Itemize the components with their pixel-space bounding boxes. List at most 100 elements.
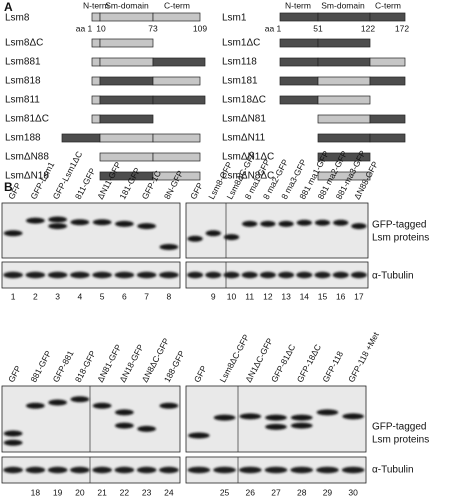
construct-name: Lsm8ΔC [5, 38, 43, 49]
tubulin-band [332, 271, 349, 279]
domain-segment [91, 114, 101, 124]
protein-band [296, 219, 312, 226]
tubulin-band [92, 466, 112, 474]
construct-name: Lsm18ΔC [222, 95, 266, 106]
protein-band [314, 219, 331, 226]
blot-membrane [1, 202, 181, 259]
residue-position: aa 1 [76, 23, 93, 33]
domain-segment [91, 12, 101, 22]
side-label: GFP-tagged [372, 220, 426, 231]
tubulin-band [136, 466, 157, 474]
tubulin-band [25, 271, 46, 279]
construct-name: LsmΔN18 [5, 171, 49, 182]
domain-segment [99, 114, 154, 124]
construct-name: LsmΔN88 [5, 152, 49, 163]
lane-number: 4 [78, 291, 83, 301]
tubulin-band [296, 271, 313, 279]
lane-number: 6 [122, 291, 127, 301]
lane-number: 27 [271, 487, 281, 497]
tubulin-label: α-Tubulin [372, 465, 414, 476]
protein-band [70, 396, 90, 403]
residue-position: 109 [193, 23, 207, 33]
side-label: Lsm proteins [372, 233, 429, 244]
domain-segment [99, 57, 154, 67]
lane-number: 16 [336, 291, 346, 301]
tubulin-band [350, 271, 367, 279]
domain-label: Sm-domain [105, 0, 149, 10]
protein-band [278, 220, 294, 227]
lane-number: 3 [55, 291, 60, 301]
domain-segment [279, 95, 319, 105]
protein-band [290, 422, 313, 429]
domain-segment [317, 76, 371, 86]
side-label: Lsm proteins [372, 435, 429, 446]
residue-position: 10 [96, 23, 106, 33]
protein-band [351, 223, 367, 230]
domain-segment [99, 76, 154, 86]
protein-band [70, 219, 90, 226]
domain-segment [99, 12, 154, 22]
tubulin-band [264, 466, 288, 474]
tubulin-band [278, 271, 295, 279]
domain-segment [99, 152, 154, 162]
tubulin-band [259, 271, 276, 279]
tubulin-band [187, 466, 211, 474]
domain-label: N-term [285, 0, 311, 10]
domain-segment [317, 114, 371, 124]
domain-label: Sm-domain [321, 0, 365, 10]
tubulin-band [187, 271, 204, 279]
construct-name: Lsm118 [222, 57, 257, 68]
lane-number: 12 [263, 291, 273, 301]
protein-band [205, 230, 221, 237]
construct-name: Lsm81ΔC [5, 114, 49, 125]
construct-name: Lsm1ΔC [222, 38, 260, 49]
protein-band [3, 230, 23, 237]
lane-number: 19 [53, 487, 63, 497]
lane-number: 15 [318, 291, 328, 301]
lane-number: 18 [31, 487, 41, 497]
construct-name: Lsm181 [222, 76, 258, 87]
construct-name: Lsm811 [5, 95, 40, 106]
tubulin-band [223, 271, 240, 279]
tubulin-band [238, 466, 262, 474]
protein-band [188, 432, 210, 439]
tubulin-band [213, 466, 236, 474]
protein-name: Lsm1 [222, 13, 247, 24]
lane-number: 17 [354, 291, 364, 301]
residue-position: 51 [313, 23, 323, 33]
protein-band [137, 425, 156, 432]
protein-band [48, 399, 67, 406]
domain-segment [279, 38, 319, 48]
lane-number: 22 [120, 487, 130, 497]
tubulin-band [241, 271, 258, 279]
protein-band [115, 409, 134, 416]
tubulin-band [47, 466, 68, 474]
lane-number: 5 [100, 291, 105, 301]
construct-name: LsmΔN81 [222, 114, 266, 125]
lane-number: 13 [281, 291, 291, 301]
domain-segment [91, 38, 101, 48]
protein-band [115, 220, 134, 227]
domain-segment [317, 12, 371, 22]
domain-segment [279, 12, 319, 22]
domain-label: C-term [164, 0, 190, 10]
protein-band [159, 244, 179, 250]
side-label: GFP-tagged [372, 422, 426, 433]
lane-number: 24 [164, 487, 174, 497]
domain-segment [152, 12, 201, 22]
tubulin-band [290, 466, 314, 474]
construct-name: Lsm188 [5, 133, 41, 144]
tubulin-band [3, 271, 23, 279]
protein-band [48, 223, 67, 230]
protein-band [213, 414, 236, 421]
domain-segment [99, 95, 154, 105]
lane-number: 21 [97, 487, 107, 497]
tubulin-band [136, 271, 157, 279]
protein-band [115, 422, 134, 429]
protein-band [92, 402, 112, 409]
lane-number: 29 [323, 487, 333, 497]
protein-band [290, 414, 313, 421]
lane-number: 20 [75, 487, 85, 497]
tubulin-band [3, 466, 23, 474]
tubulin-band [316, 466, 339, 474]
